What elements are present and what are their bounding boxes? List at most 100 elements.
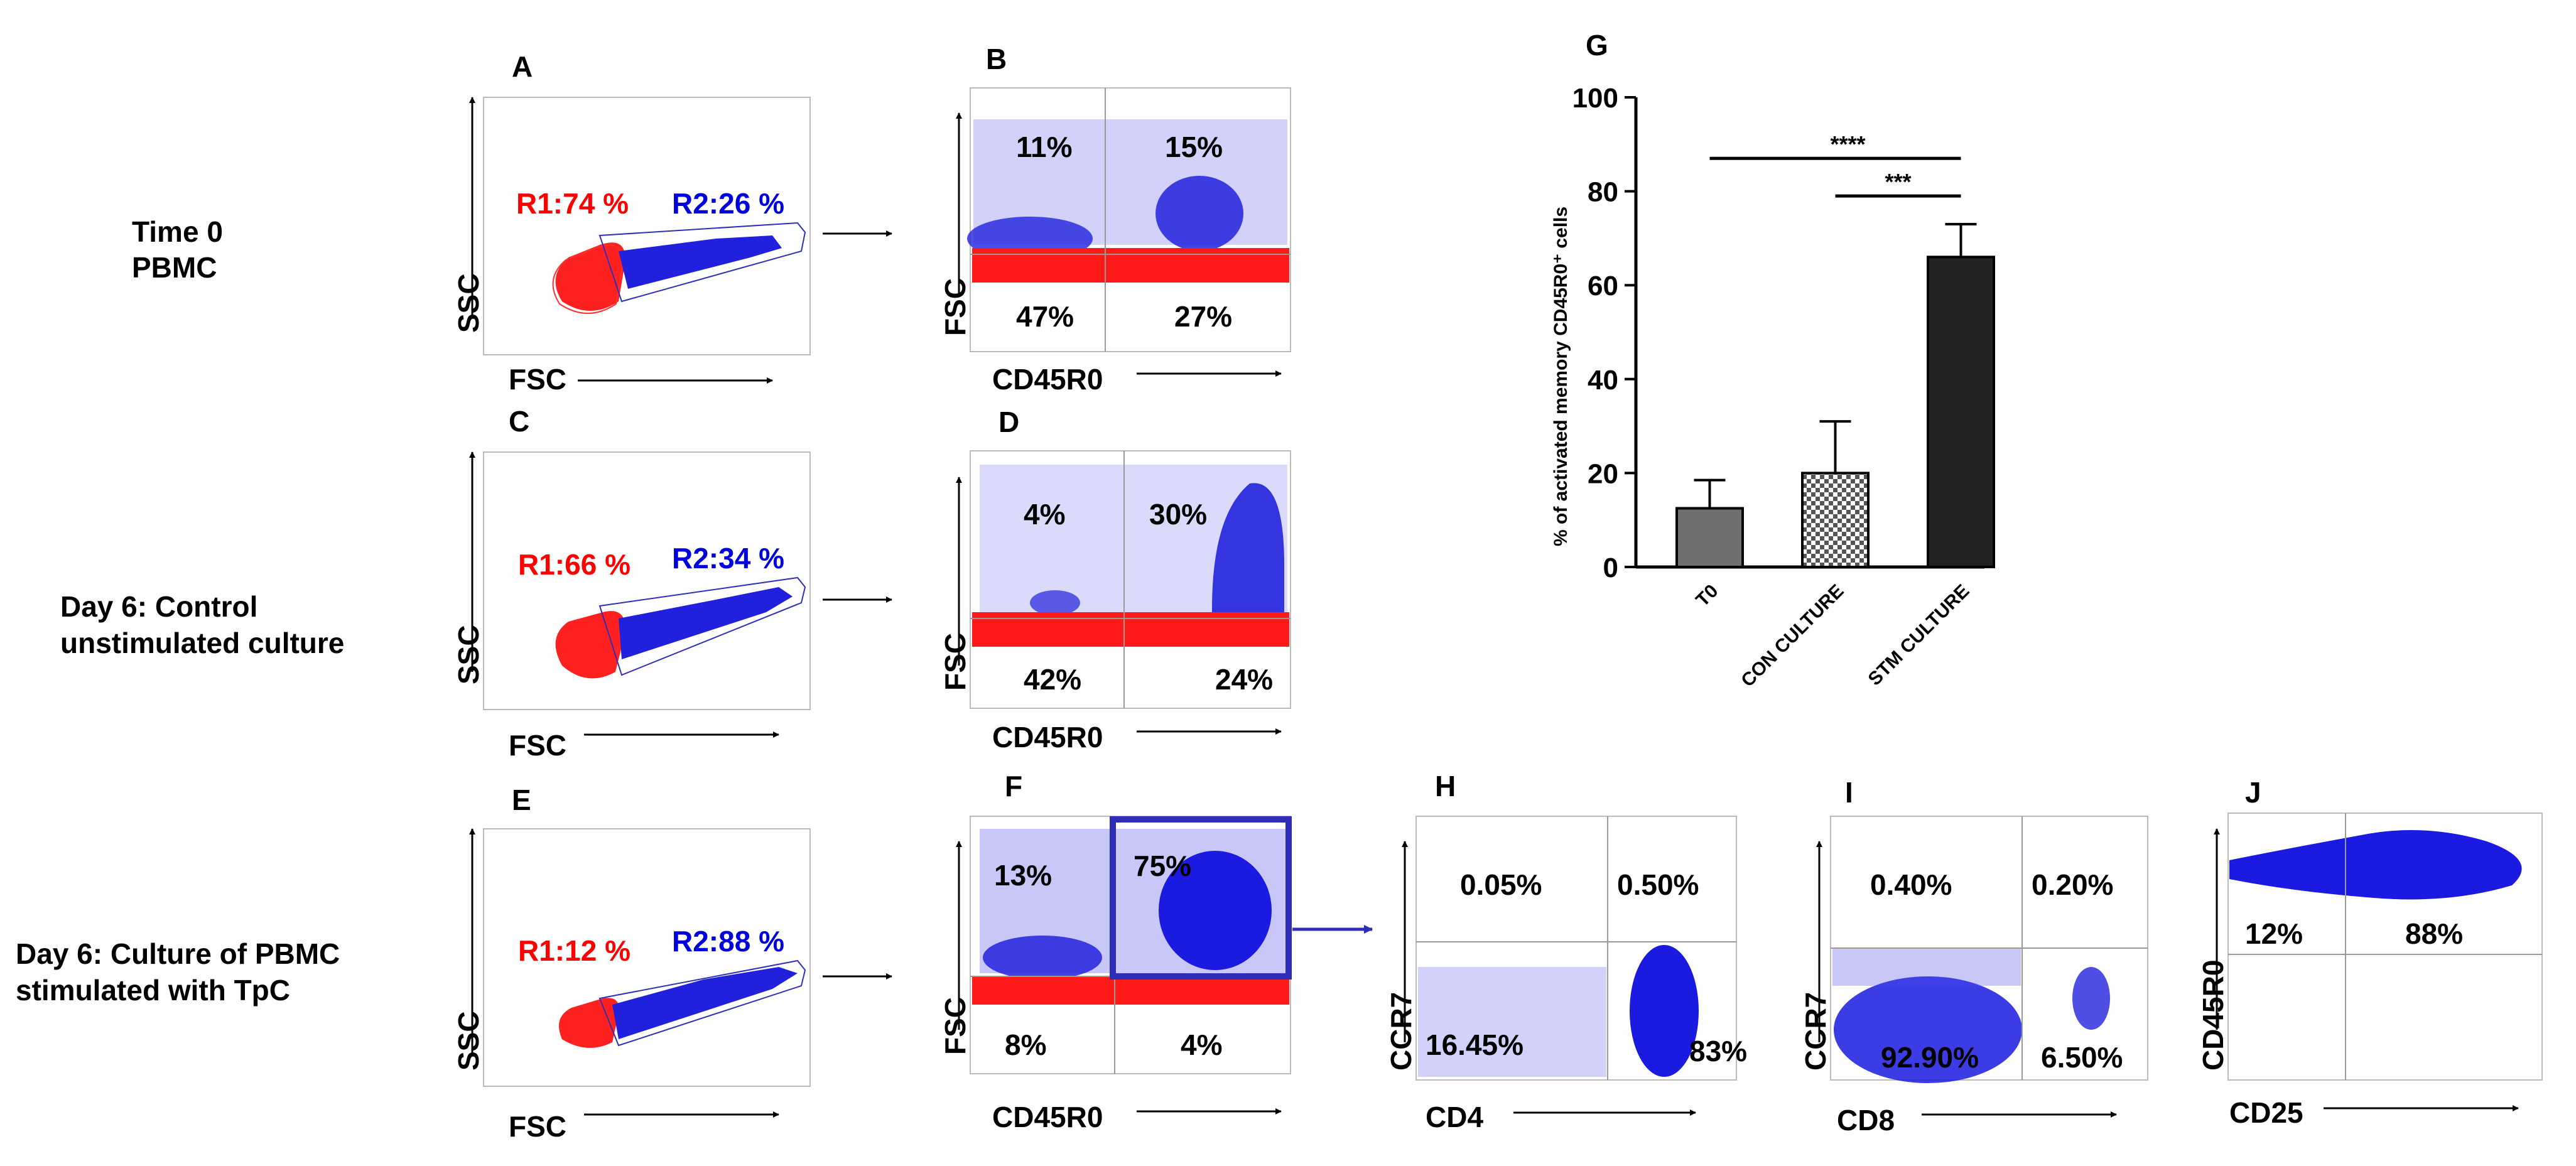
panel-j: J CD45R0 CD25 12% 88% [2197,776,2543,1129]
row-label-line: Day 6: Culture of PBMC [16,937,340,970]
r1-label: R1:74 % [516,187,629,220]
quadrant-ur-label: 88% [2405,917,2463,950]
plot-frame [483,828,811,1087]
significance-label: *** [1885,169,1911,195]
r2-label: R2:26 % [672,187,784,220]
panel-letter: C [509,405,529,438]
quadrant-lr-label: 83% [1689,1035,1747,1067]
panel-letter: B [986,43,1007,75]
panel-letter: E [512,784,531,816]
panel-b: B FSC CD45R0 11% 15% 47% 27% [939,43,1291,396]
panel-letter: G [1586,29,1608,62]
significance-label: **** [1830,131,1865,157]
quadrant-ul-label: 13% [994,859,1052,892]
panel-letter: F [1005,770,1022,802]
y-axis-label: FSC [939,997,971,1055]
panel-c: C SSC FSC R1:66 % R2:34 % [452,405,892,762]
r2-label: R2:34 % [672,542,784,575]
lower-population [972,248,1289,283]
quadrant-ur-label: 0.20% [2032,868,2113,901]
bar-chart-g: G % of activated memory CD45R0⁺ cells 0 2… [1550,29,1995,691]
row-label-line: PBMC [132,251,217,284]
y-axis-label: SSC [452,625,485,684]
y-axis-label: CD45R0 [2197,960,2229,1071]
quadrant-ul-label: 0.40% [1870,868,1952,901]
quadrant-ul-label: 4% [1024,498,1065,531]
panel-h: H CCR7 CD4 0.05% 0.50% 16.45% 83% [1385,770,1747,1133]
x-tick-labels: T0 CON CULTURE STM CULTURE [1692,581,1973,691]
r2-population [619,235,782,289]
panel-letter: J [2245,776,2261,809]
quadrant-ur-label: 30% [1149,498,1207,531]
x-axis-label: CD4 [1426,1101,1483,1133]
quadrant-ul-label: 11% [1016,131,1073,163]
quadrant-ur-label: 0.50% [1617,868,1699,901]
quadrant-ul-label: 0.05% [1460,868,1542,901]
panel-letter: H [1435,770,1456,802]
lower-left-cloud [1832,948,2021,986]
cd8-positive-cluster [2072,967,2110,1030]
upper-right-cluster [1212,483,1284,618]
row-label-day6-stimulated: Day 6: Culture of PBMC stimulated with T… [16,937,340,1007]
quadrant-ll-label: 47% [1016,300,1074,333]
y-axis-label: FSC [939,278,971,336]
quadrant-ur-label: 75% [1134,850,1191,882]
bar-t0 [1675,507,1744,568]
row-label-time0: Time 0 PBMC [132,215,223,284]
lower-population [972,612,1289,647]
row-label-line: Day 6: Control [60,590,257,623]
upper-right-cluster [1155,176,1243,251]
y-tick-label: 20 [1588,458,1618,489]
plot-frame [483,451,811,710]
x-axis-label: CD45R0 [992,363,1103,396]
gate-box [1110,816,1292,980]
quadrant-ll-label: 42% [1024,663,1081,696]
y-tick-label: 100 [1572,83,1618,114]
bars [1675,222,1995,569]
cd25-population [2229,830,2522,900]
upper-right-cluster [1159,851,1272,970]
r1-label: R1:12 % [518,934,630,967]
panel-a: A SSC FSC R1:74 % R2:26 % [452,50,892,396]
y-tick-label: 60 [1588,271,1618,301]
quadrant-ll-label: 8% [1005,1028,1046,1061]
panel-d: D FSC CD45R0 4% 30% 42% 24% [939,406,1291,753]
quadrant-lr-label: 24% [1215,663,1273,696]
significance-brackets: ******* [1709,131,1961,198]
row-label-day6-control: Day 6: Control unstimulated culture [60,590,344,659]
x-axis-label: FSC [509,729,566,762]
r2-gate [598,576,806,676]
r2-gate [598,959,806,1047]
x-tick-label: T0 [1692,581,1722,611]
cd4-cluster [1630,945,1699,1077]
y-axis-label: % of activated memory CD45R0⁺ cells [1550,207,1571,546]
r1-gate [552,244,624,314]
x-axis-label: CD8 [1837,1104,1895,1136]
lower-left-cloud [1418,967,1606,1077]
row-label-line: stimulated with TpC [16,974,290,1007]
panel-letter: D [998,406,1019,438]
r1-population [555,611,625,679]
y-ticks: 0 20 40 60 80 100 [1572,83,1636,583]
x-axis-label: FSC [509,363,566,396]
x-tick-label: STM CULTURE [1864,581,1974,690]
r1-population [555,242,625,311]
quadrant-lr-label: 6.50% [2041,1041,2123,1074]
r1-label: R1:66 % [518,548,630,581]
x-axis-label: FSC [509,1110,566,1143]
quadrant-ll-label: 92.90% [1881,1041,1979,1074]
x-axis-label: CD45R0 [992,1101,1103,1133]
lower-population [972,976,1289,1005]
y-tick-label: 80 [1588,177,1618,208]
r2-label: R2:88 % [672,925,784,958]
quadrant-ul-label: 12% [2245,917,2303,950]
y-axis-label: FSC [939,633,971,691]
quadrant-ur-label: 15% [1165,131,1223,163]
quadrant-lr-label: 4% [1181,1028,1222,1061]
r2-population [612,967,798,1039]
r2-population [619,587,793,659]
panel-letter: A [512,50,533,83]
y-axis-label: CCR7 [1385,992,1417,1071]
y-tick-label: 0 [1603,553,1618,583]
